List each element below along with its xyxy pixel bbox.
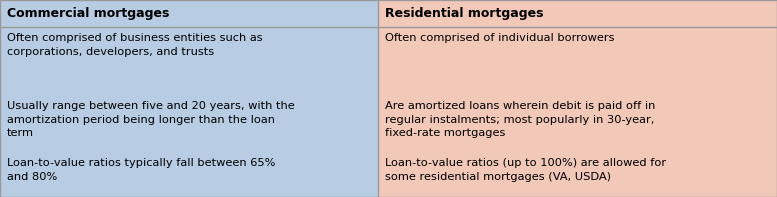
Text: Often comprised of individual borrowers: Often comprised of individual borrowers [385,33,615,43]
Text: Usually range between five and 20 years, with the
amortization period being long: Usually range between five and 20 years,… [7,101,294,138]
Text: Are amortized loans wherein debit is paid off in
regular instalments; most popul: Are amortized loans wherein debit is pai… [385,101,656,138]
Text: Loan-to-value ratios typically fall between 65%
and 80%: Loan-to-value ratios typically fall betw… [7,158,275,182]
Text: Commercial mortgages: Commercial mortgages [7,7,169,20]
Text: Loan-to-value ratios (up to 100%) are allowed for
some residential mortgages (VA: Loan-to-value ratios (up to 100%) are al… [385,158,667,182]
Bar [378,0,777,197]
Text: Residential mortgages: Residential mortgages [385,7,544,20]
Text: Often comprised of business entities such as
corporations, developers, and trust: Often comprised of business entities suc… [7,33,263,57]
Bar [0,0,378,197]
